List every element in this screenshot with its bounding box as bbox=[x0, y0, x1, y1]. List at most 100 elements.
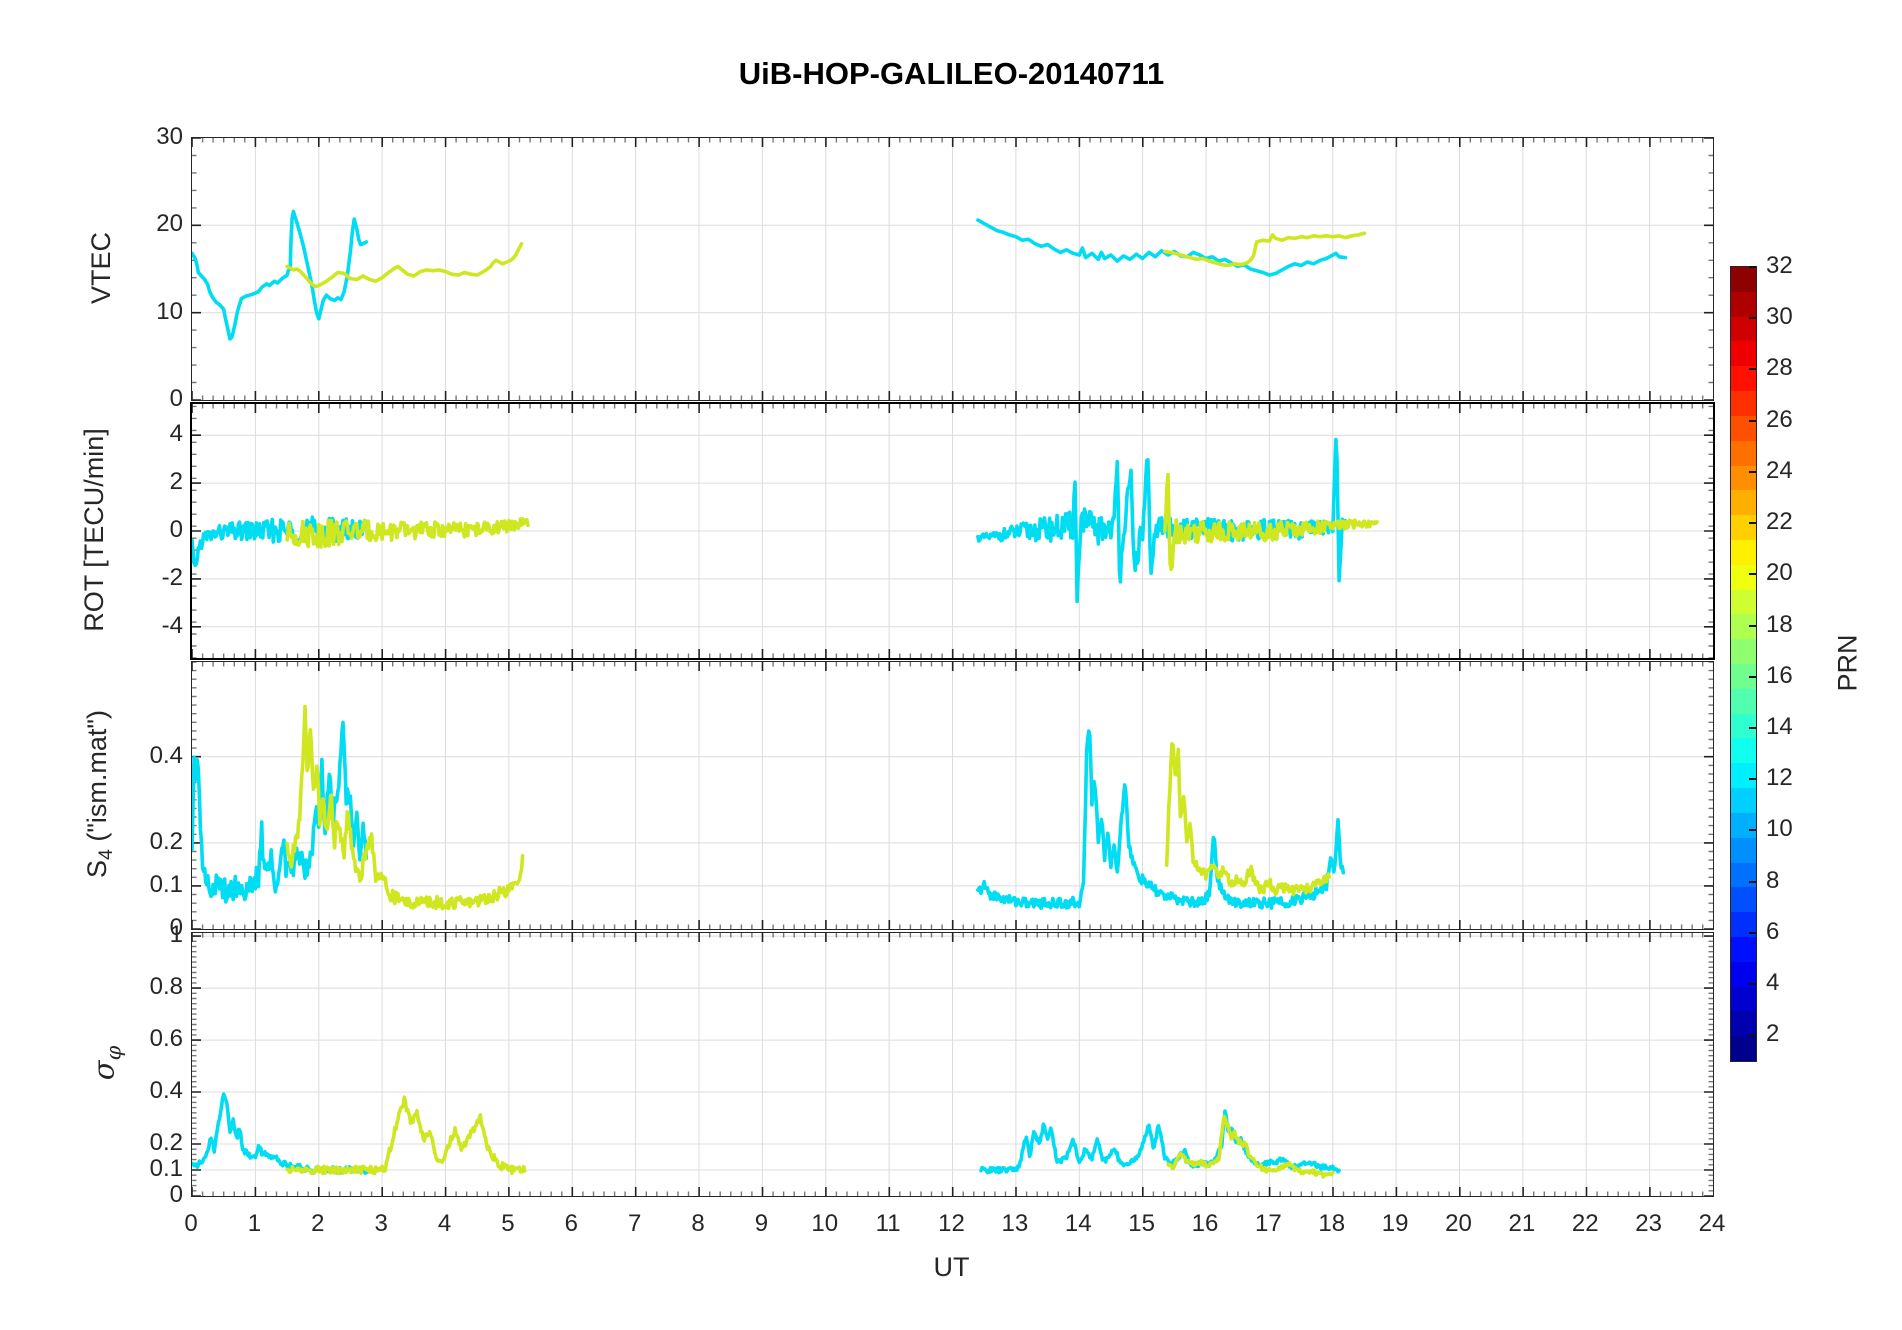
x-tick-label: 24 bbox=[1698, 1210, 1726, 1237]
colorbar-tick-label: 20 bbox=[1766, 559, 1793, 587]
colorbar-tick-mark bbox=[1749, 880, 1756, 883]
colorbar-tick-mark bbox=[1749, 419, 1756, 422]
colorbar-tick-label: 10 bbox=[1766, 815, 1793, 843]
s4-plot-canvas bbox=[192, 662, 1713, 929]
colorbar-tick-mark bbox=[1749, 266, 1756, 268]
colorbar-tick-mark bbox=[1749, 829, 1756, 832]
x-tick-label: 20 bbox=[1445, 1210, 1472, 1237]
panel-vtec bbox=[191, 137, 1714, 401]
colorbar-segment bbox=[1731, 1036, 1756, 1061]
colorbar-tick-label: 28 bbox=[1766, 354, 1793, 382]
x-tick-label: 17 bbox=[1255, 1210, 1282, 1237]
y-tick-label: 0 bbox=[169, 516, 183, 543]
sigma-phi-plot-canvas bbox=[192, 933, 1713, 1196]
vtec-plot-canvas bbox=[192, 138, 1713, 400]
colorbar-tick-mark bbox=[1749, 470, 1756, 473]
y-tick-label: 2 bbox=[169, 468, 183, 496]
panel-sigma-phi bbox=[191, 932, 1714, 1197]
colorbar-tick-label: 2 bbox=[1766, 1020, 1780, 1048]
y-tick-label: 4 bbox=[169, 420, 183, 448]
colorbar-tick-mark bbox=[1749, 778, 1756, 781]
x-tick-label: 9 bbox=[754, 1210, 769, 1237]
panel-rot bbox=[190, 402, 1715, 660]
x-tick-label: 8 bbox=[691, 1210, 705, 1237]
colorbar-segment bbox=[1731, 614, 1756, 640]
colorbar-tick-label: 4 bbox=[1766, 969, 1780, 997]
colorbar-segment bbox=[1731, 986, 1756, 1012]
colorbar-segment bbox=[1731, 589, 1756, 615]
y-tick-label: -2 bbox=[161, 563, 183, 591]
x-tick-label: 18 bbox=[1318, 1210, 1346, 1237]
colorbar-tick-label: 24 bbox=[1766, 456, 1793, 484]
y-tick-label: -4 bbox=[161, 611, 183, 639]
y-tick-label: 0 bbox=[169, 385, 183, 412]
colorbar-tick-label: 14 bbox=[1766, 713, 1793, 741]
y-tick-label: 0 bbox=[169, 1181, 183, 1208]
colorbar-segment bbox=[1731, 465, 1756, 491]
y-tick-label: 20 bbox=[156, 210, 183, 238]
colorbar-segment bbox=[1731, 391, 1756, 416]
colorbar-segment bbox=[1731, 1011, 1756, 1037]
x-tick-label: 19 bbox=[1381, 1210, 1409, 1237]
colorbar-segment bbox=[1731, 515, 1756, 540]
colorbar-segment bbox=[1731, 887, 1756, 913]
x-tick-label: 2 bbox=[311, 1210, 325, 1237]
y-tick-label: 0.2 bbox=[149, 1129, 183, 1157]
colorbar-segment bbox=[1731, 763, 1756, 789]
y-tick-label: 10 bbox=[156, 297, 183, 325]
colorbar-tick-mark bbox=[1749, 573, 1756, 576]
colorbar-segment bbox=[1731, 961, 1756, 987]
y-tick-label: 0 bbox=[169, 914, 183, 941]
chart-title: UiB-HOP-GALILEO-20140711 bbox=[738, 56, 1165, 91]
colorbar-segment bbox=[1731, 539, 1756, 565]
x-tick-label: 10 bbox=[811, 1210, 839, 1237]
colorbar-tick-label: 12 bbox=[1766, 764, 1793, 792]
colorbar-tick-mark bbox=[1749, 368, 1756, 371]
colorbar-segment bbox=[1731, 837, 1756, 863]
colorbar-tick-label: 6 bbox=[1766, 917, 1780, 945]
colorbar-segment bbox=[1731, 267, 1756, 292]
colorbar-segment bbox=[1731, 788, 1756, 813]
x-tick-label: 16 bbox=[1191, 1210, 1219, 1237]
colorbar-segment bbox=[1731, 812, 1756, 838]
x-tick-label: 15 bbox=[1128, 1210, 1155, 1237]
y-tick-label: 0.6 bbox=[149, 1025, 183, 1053]
colorbar-segment bbox=[1731, 713, 1756, 739]
colorbar-segment bbox=[1731, 862, 1756, 888]
x-axis-label: UT bbox=[933, 1252, 970, 1282]
x-tick-label: 23 bbox=[1635, 1210, 1662, 1237]
colorbar-label: PRN bbox=[1832, 634, 1863, 692]
y-tick-label: 0.1 bbox=[149, 870, 183, 898]
y-tick-label: 1 bbox=[169, 921, 183, 949]
colorbar-segment bbox=[1731, 564, 1756, 590]
x-tick-label: 22 bbox=[1571, 1210, 1599, 1237]
colorbar-segment bbox=[1731, 291, 1756, 317]
vtec-axis-label: VTEC bbox=[85, 231, 116, 305]
colorbar-tick-label: 26 bbox=[1766, 405, 1793, 433]
colorbar-segment bbox=[1731, 490, 1756, 516]
rot-plot-canvas bbox=[192, 404, 1713, 658]
colorbar-segment bbox=[1731, 440, 1756, 466]
y-tick-label: 0.8 bbox=[149, 973, 183, 1001]
colorbar-tick-mark bbox=[1749, 983, 1756, 986]
colorbar-tick-mark bbox=[1749, 931, 1756, 934]
colorbar-tick-label: 30 bbox=[1766, 303, 1793, 331]
y-tick-label: 0.1 bbox=[149, 1155, 183, 1182]
x-tick-label: 12 bbox=[938, 1210, 965, 1237]
x-tick-label: 6 bbox=[564, 1210, 578, 1237]
x-tick-label: 14 bbox=[1064, 1210, 1092, 1237]
x-tick-label: 7 bbox=[627, 1210, 642, 1237]
x-tick-label: 11 bbox=[875, 1210, 901, 1237]
x-tick-label: 13 bbox=[1001, 1210, 1029, 1237]
x-tick-label: 5 bbox=[501, 1210, 515, 1237]
colorbar-tick-label: 22 bbox=[1766, 508, 1793, 536]
colorbar-segment bbox=[1731, 316, 1756, 342]
colorbar-tick-mark bbox=[1749, 1034, 1756, 1037]
x-tick-label: 1 bbox=[247, 1210, 262, 1237]
colorbar-tick-mark bbox=[1749, 675, 1756, 678]
colorbar-tick-mark bbox=[1749, 624, 1756, 627]
colorbar-tick-mark bbox=[1749, 727, 1756, 730]
panel-s4 bbox=[191, 661, 1714, 930]
colorbar-tick-label: 18 bbox=[1766, 610, 1793, 638]
